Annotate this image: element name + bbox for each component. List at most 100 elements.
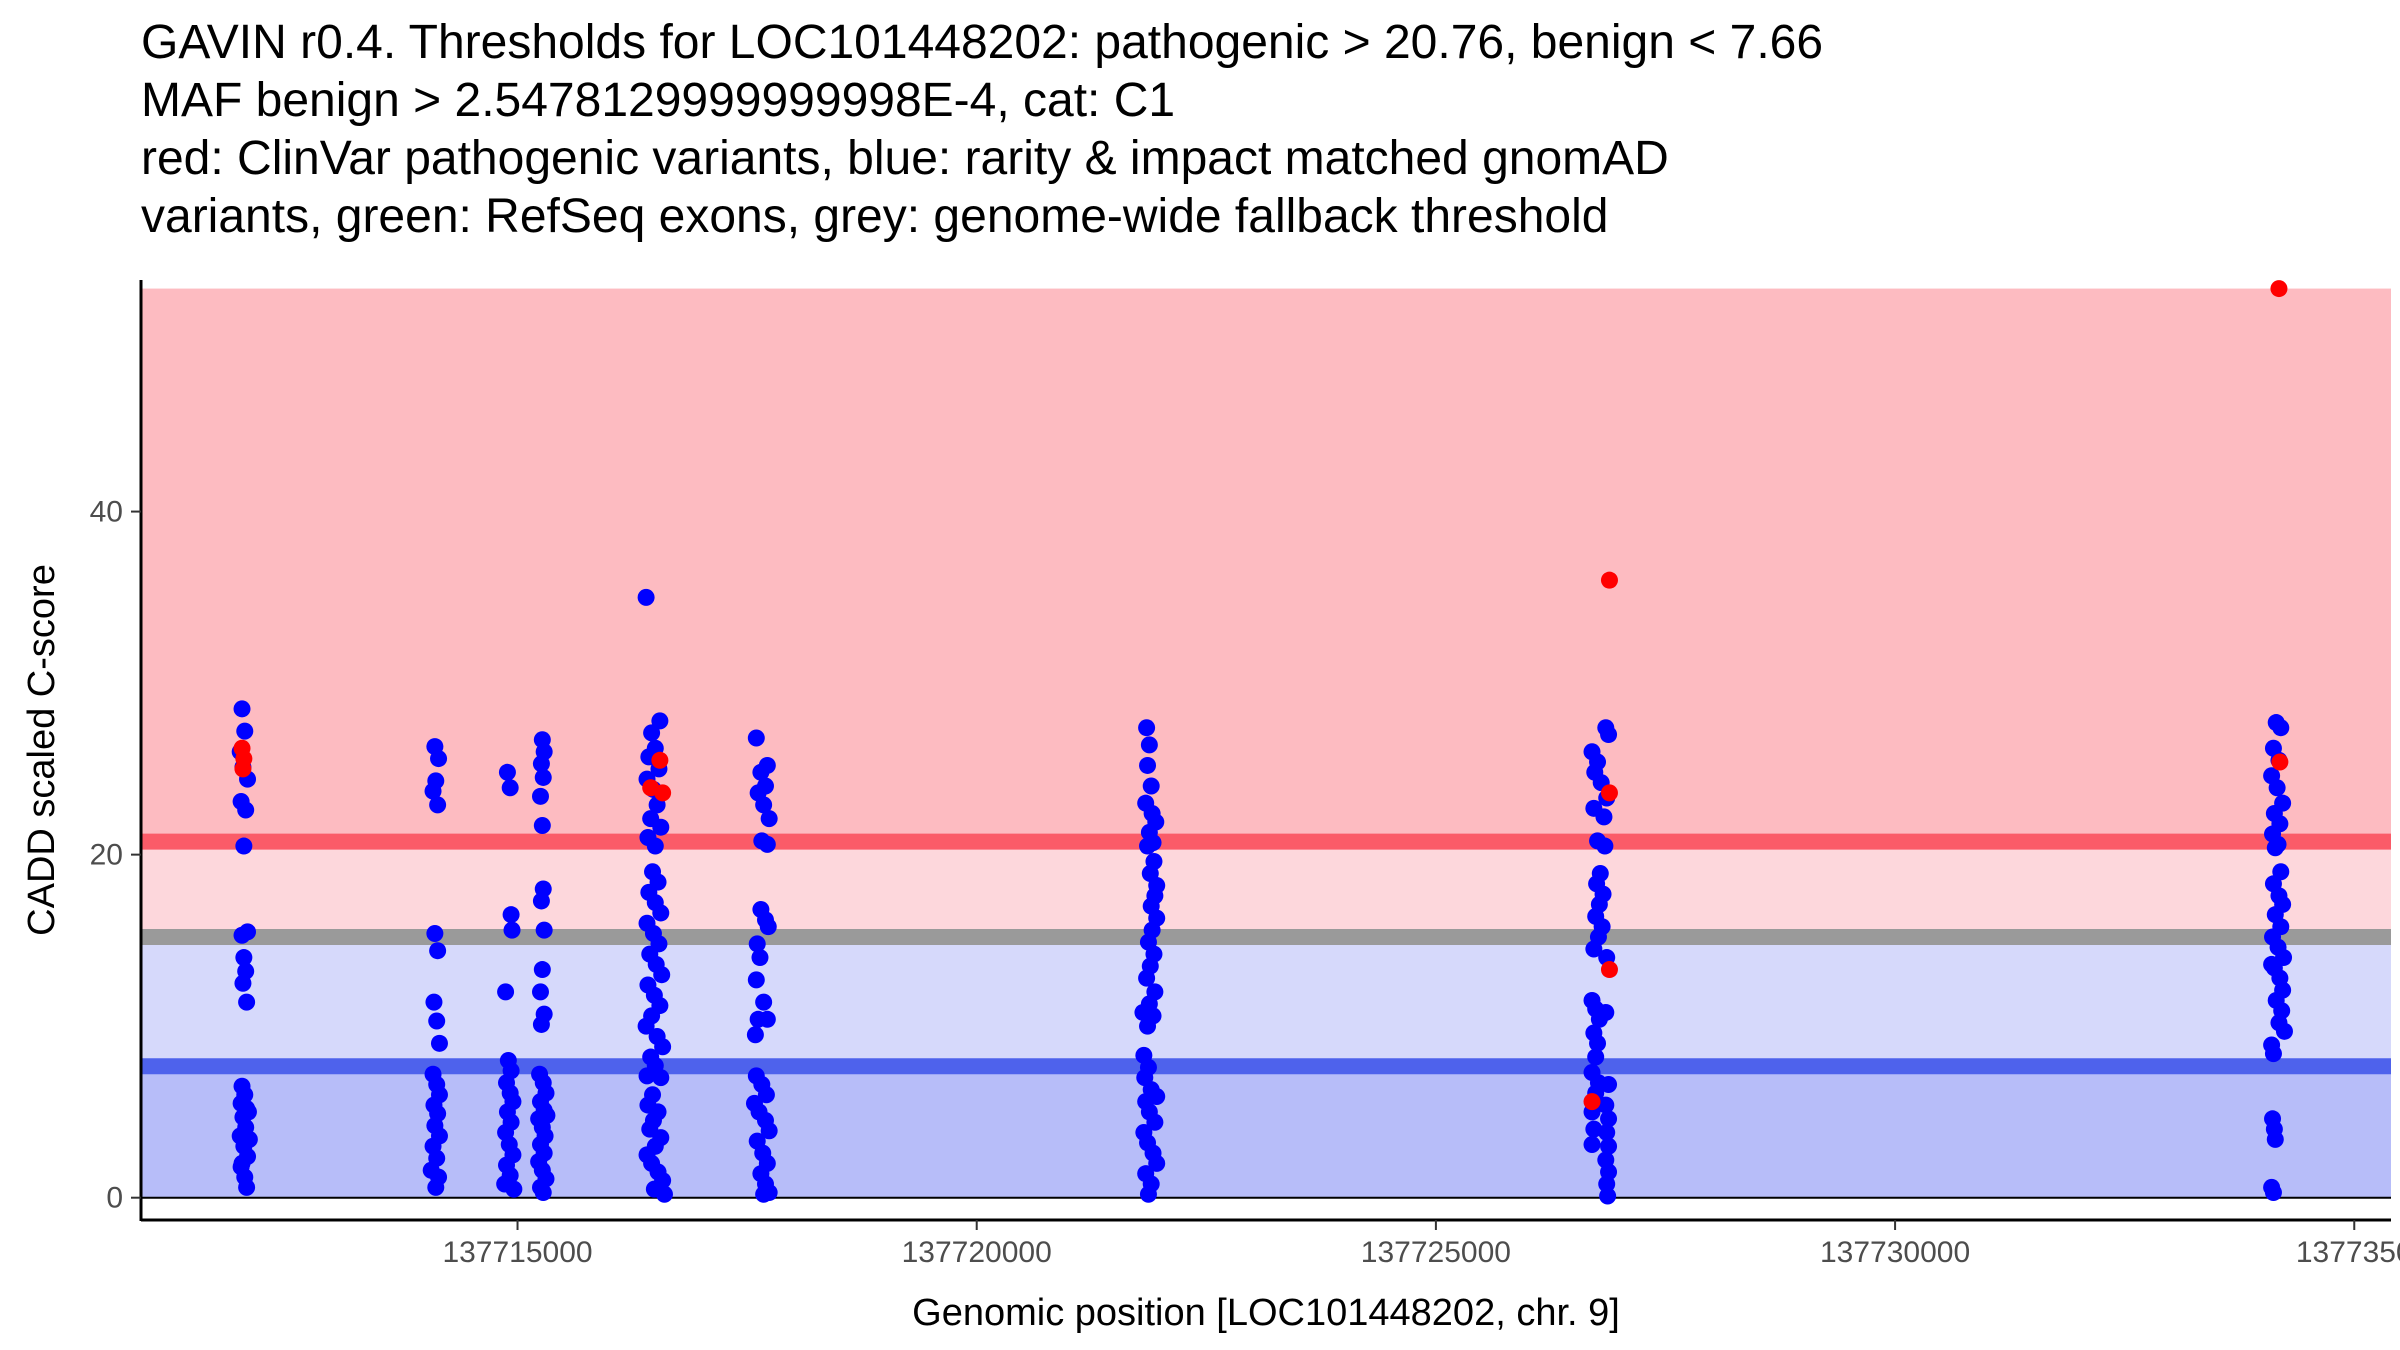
gnomad-variant-point <box>1138 969 1156 987</box>
gnomad-variant-point <box>1600 726 1618 744</box>
gnomad-variant-point <box>1146 1113 1164 1131</box>
y-axis-title: CADD scaled C-score <box>21 564 63 936</box>
x-tick-label: 137725000 <box>1361 1236 1511 1269</box>
gnomad-variant-point <box>429 942 447 960</box>
gnomad-variant-point <box>747 729 765 747</box>
gnomad-variant-point <box>532 892 550 910</box>
gnomad-variant-point <box>532 1015 550 1033</box>
gnomad-variant-point <box>1134 1003 1152 1021</box>
x-tick-label: 137720000 <box>902 1236 1052 1269</box>
uncertain-lower-zone <box>141 936 2391 1067</box>
gnomad-variant-point <box>746 1026 764 1044</box>
gnomad-variant-point <box>1148 1154 1166 1172</box>
gnomad-variant-point <box>758 1010 776 1028</box>
x-axis-title: Genomic position [LOC101448202, chr. 9] <box>912 1292 1620 1334</box>
clinvar-pathogenic-point <box>234 760 252 778</box>
gnomad-variant-point <box>538 1106 556 1124</box>
gnomad-variant-point <box>1139 756 1157 774</box>
title-line-3: red: ClinVar pathogenic variants, blue: … <box>141 132 1669 185</box>
gnomad-variant-point <box>424 782 442 800</box>
gnomad-variant-point <box>752 763 770 781</box>
title-line-1: GAVIN r0.4. Thresholds for LOC101448202:… <box>141 16 1824 69</box>
y-axis-ticks: 0 20 40 <box>90 496 141 1215</box>
gnomad-variant-point <box>502 906 520 924</box>
gnomad-variant-point <box>2266 1130 2284 1148</box>
gnomad-variant-point <box>1600 1075 1618 1093</box>
gnomad-variant-point <box>236 722 254 740</box>
clinvar-pathogenic-point <box>1583 1093 1601 1111</box>
gnomad-variant-point <box>238 1178 256 1196</box>
gnomad-variant-point <box>427 1178 445 1196</box>
gnomad-variant-point <box>2275 1022 2293 1040</box>
gnomad-variant-point <box>1599 1187 1617 1205</box>
gnomad-variant-point <box>1596 837 1614 855</box>
clinvar-pathogenic-point <box>1600 571 1618 589</box>
clinvar-pathogenic-point <box>2270 280 2288 298</box>
clinvar-pathogenic-point <box>654 784 672 802</box>
gnomad-variant-point <box>503 921 521 939</box>
gnomad-variant-point <box>643 724 661 742</box>
gnomad-variant-point <box>239 923 257 941</box>
gnomad-variant-point <box>755 1185 773 1203</box>
uncertain-upper-zone <box>141 841 2391 937</box>
gnomad-variant-point <box>760 1122 778 1140</box>
gnomad-variant-point <box>2264 1045 2282 1063</box>
clinvar-pathogenic-point <box>651 751 669 769</box>
gnomad-variant-point <box>240 1130 258 1148</box>
gnomad-variant-point <box>655 1185 673 1203</box>
gnomad-variant-point <box>498 763 516 781</box>
gnomad-variant-point <box>747 971 765 989</box>
gnomad-variant-point <box>428 1012 446 1030</box>
pathogenic-zone <box>141 288 2391 842</box>
y-tick-label: 20 <box>90 839 123 872</box>
gnomad-variant-point <box>1585 940 1603 958</box>
title-line-2: MAF benign > 2.5478129999999998E-4, cat:… <box>141 74 1176 127</box>
gnomad-variant-point <box>2266 839 2284 857</box>
y-tick-label: 40 <box>90 496 123 529</box>
gnomad-variant-point <box>653 966 671 984</box>
gnomad-variant-point <box>637 588 655 606</box>
gnomad-variant-point <box>533 961 551 979</box>
gnomad-variant-point <box>233 700 251 718</box>
gnomad-variant-point <box>534 768 552 786</box>
gnomad-variant-point <box>233 1154 251 1172</box>
chart-title: GAVIN r0.4. Thresholds for LOC101448202:… <box>141 14 2371 246</box>
gnomad-variant-point <box>1138 719 1156 737</box>
gnomad-variant-point <box>1139 837 1157 855</box>
gnomad-variant-point <box>497 983 515 1001</box>
x-axis-ticks: 137715000 137720000 137725000 137730000 1377… <box>442 1220 2400 1269</box>
gnomad-variant-point <box>234 974 252 992</box>
gnomad-variant-point <box>430 1034 448 1052</box>
benign-zone <box>141 1066 2391 1198</box>
gnomad-variant-point <box>755 796 773 814</box>
gnomad-variant-point <box>1139 1017 1157 1035</box>
clinvar-pathogenic-point <box>1600 784 1618 802</box>
gnomad-variant-point <box>429 796 447 814</box>
gnomad-variant-point <box>535 921 553 939</box>
x-tick-label: 137715000 <box>442 1236 592 1269</box>
gnomad-variant-point <box>239 1103 257 1121</box>
gnomad-variant-point <box>505 1180 523 1198</box>
gnomad-variant-point <box>2264 1184 2282 1202</box>
gnomad-variant-point <box>758 835 776 853</box>
gnomad-variant-point <box>425 993 443 1011</box>
gnomad-variant-point <box>1139 1185 1157 1203</box>
gnomad-variant-point <box>1589 1034 1607 1052</box>
gnomad-variant-point <box>238 993 256 1011</box>
y-tick-label: 0 <box>106 1182 123 1215</box>
gnomad-variant-point <box>646 837 664 855</box>
gnomad-variant-point <box>531 983 549 1001</box>
gnomad-variant-point <box>1140 736 1158 754</box>
gnomad-variant-point <box>637 1017 655 1035</box>
gnomad-variant-point <box>757 1086 775 1104</box>
gnomad-variant-point <box>654 1038 672 1056</box>
gnomad-variant-point <box>1583 1136 1601 1154</box>
gnomad-variant-point <box>651 712 669 730</box>
gnomad-variant-point <box>430 750 448 768</box>
gnomad-variant-point <box>2268 779 2286 797</box>
clinvar-pathogenic-point <box>1600 961 1618 979</box>
gnomad-variant-point <box>532 755 550 773</box>
gnomad-variant-point <box>1600 1110 1618 1128</box>
